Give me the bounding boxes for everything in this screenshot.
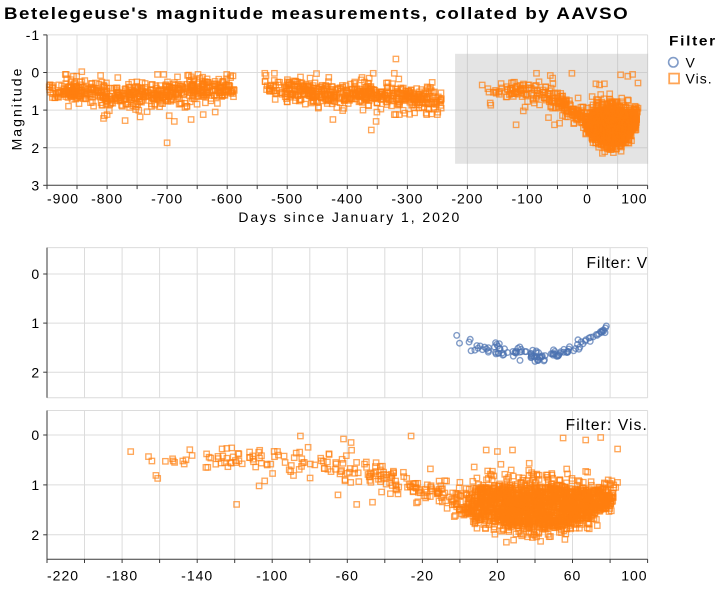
svg-text:0: 0 [31,266,40,282]
svg-text:-400: -400 [331,190,363,206]
svg-text:1: 1 [31,102,40,118]
svg-text:-800: -800 [91,190,123,206]
svg-text:-700: -700 [151,190,183,206]
svg-text:-200: -200 [451,190,483,206]
svg-text:-100: -100 [511,190,543,206]
svg-text:-300: -300 [391,190,423,206]
svg-text:-1: -1 [26,27,40,43]
svg-text:2: 2 [31,364,40,380]
svg-text:-60: -60 [336,568,359,584]
svg-text:100: 100 [621,568,647,584]
svg-text:0: 0 [583,190,592,206]
svg-text:-600: -600 [211,190,243,206]
svg-text:1: 1 [31,477,40,493]
svg-text:0: 0 [31,65,40,81]
svg-text:Magnitude: Magnitude [9,67,25,151]
svg-text:Filter: Vis.: Filter: Vis. [566,417,648,434]
svg-text:Vis.: Vis. [686,70,713,86]
svg-text:-140: -140 [181,568,213,584]
svg-text:-900: -900 [47,190,79,206]
svg-text:-500: -500 [271,190,303,206]
svg-text:3: 3 [31,177,40,193]
svg-text:2: 2 [31,140,40,156]
svg-text:60: 60 [564,568,582,584]
svg-text:Filter: V: Filter: V [587,255,649,272]
svg-text:V: V [686,54,696,70]
svg-text:0: 0 [31,427,40,443]
svg-text:-180: -180 [106,568,138,584]
svg-text:1: 1 [31,315,40,331]
svg-text:2: 2 [31,527,40,543]
svg-text:Filter: Filter [669,34,717,49]
svg-text:Days since January 1, 2020: Days since January 1, 2020 [238,209,461,225]
svg-text:20: 20 [489,568,507,584]
svg-text:-100: -100 [256,568,288,584]
svg-text:-220: -220 [47,568,79,584]
svg-text:Betelegeuse's magnitude measur: Betelegeuse's magnitude measurements, co… [4,4,629,23]
svg-text:-20: -20 [411,568,434,584]
svg-text:100: 100 [621,190,647,206]
